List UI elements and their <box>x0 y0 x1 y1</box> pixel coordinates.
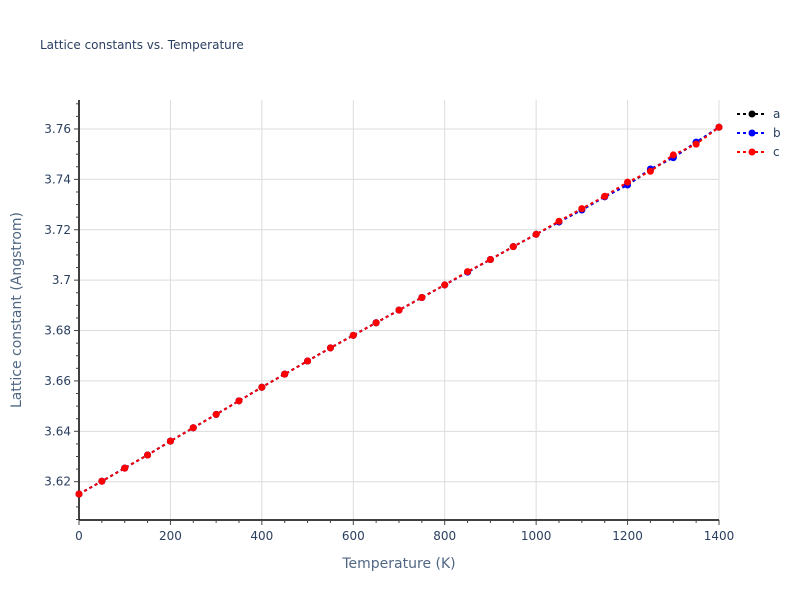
y-tick-label: 3.68 <box>44 324 71 338</box>
legend-marker-icon <box>748 129 756 137</box>
data-point[interactable] <box>669 151 677 159</box>
y-tick-label: 3.72 <box>44 223 71 237</box>
legend-item-b[interactable]: b <box>737 126 781 140</box>
x-tick-label: 1000 <box>521 529 552 543</box>
data-point[interactable] <box>121 464 129 472</box>
y-axis-title: Lattice constant (Angstrom) <box>9 212 25 408</box>
legend-item-a[interactable]: a <box>737 107 780 121</box>
data-point[interactable] <box>166 437 174 445</box>
y-tick-label: 3.7 <box>52 273 71 287</box>
plot-series[interactable] <box>75 123 723 498</box>
x-tick-label: 400 <box>250 529 273 543</box>
x-tick-label: 600 <box>342 529 365 543</box>
x-tick-label: 0 <box>75 529 83 543</box>
data-point[interactable] <box>281 370 289 378</box>
legend-marker-icon <box>748 110 756 118</box>
data-point[interactable] <box>349 331 357 339</box>
data-point[interactable] <box>601 192 609 200</box>
x-tick-label: 1200 <box>612 529 643 543</box>
data-point[interactable] <box>624 178 632 186</box>
data-point[interactable] <box>326 344 334 352</box>
x-axis-title: Temperature (K) <box>341 556 455 572</box>
gridlines <box>79 100 720 520</box>
x-tick-label: 800 <box>433 529 456 543</box>
data-point[interactable] <box>646 167 654 175</box>
legend-item-c[interactable]: c <box>737 145 780 159</box>
data-point[interactable] <box>212 410 220 418</box>
legend-marker-icon <box>748 148 756 156</box>
data-point[interactable] <box>441 281 449 289</box>
legend-label: c <box>773 145 780 159</box>
legend-label: b <box>773 126 781 140</box>
data-point[interactable] <box>692 140 700 148</box>
series-line <box>78 126 720 495</box>
data-point[interactable] <box>258 383 266 391</box>
data-point[interactable] <box>235 397 243 405</box>
x-tick-label: 1400 <box>704 529 735 543</box>
data-point[interactable] <box>144 451 152 459</box>
axes: 0 200 400 600 800 1000 1200 1400 3.62 3.64 3.66 3.6… <box>44 100 734 543</box>
data-point[interactable] <box>532 230 540 238</box>
series-c[interactable] <box>75 123 723 498</box>
data-point[interactable] <box>189 424 197 432</box>
y-tick-label: 3.62 <box>44 475 71 489</box>
y-tick-label: 3.76 <box>44 122 71 136</box>
data-point[interactable] <box>555 217 563 225</box>
data-point[interactable] <box>304 357 312 365</box>
y-tick-label: 3.64 <box>44 424 71 438</box>
data-point[interactable] <box>578 205 586 213</box>
data-point[interactable] <box>509 243 517 251</box>
legend[interactable]: abc <box>737 107 781 159</box>
data-point[interactable] <box>98 477 106 485</box>
data-point[interactable] <box>715 123 723 131</box>
data-point[interactable] <box>464 268 472 276</box>
data-point[interactable] <box>75 490 83 498</box>
data-point[interactable] <box>418 294 426 302</box>
chart-title: Lattice constants vs. Temperature <box>40 38 244 52</box>
data-point[interactable] <box>395 306 403 314</box>
series-line <box>78 126 720 495</box>
data-point[interactable] <box>486 255 494 263</box>
x-tick-label: 200 <box>159 529 182 543</box>
data-point[interactable] <box>372 319 380 327</box>
legend-label: a <box>773 107 780 121</box>
y-tick-label: 3.66 <box>44 374 71 388</box>
y-tick-label: 3.74 <box>44 172 71 186</box>
